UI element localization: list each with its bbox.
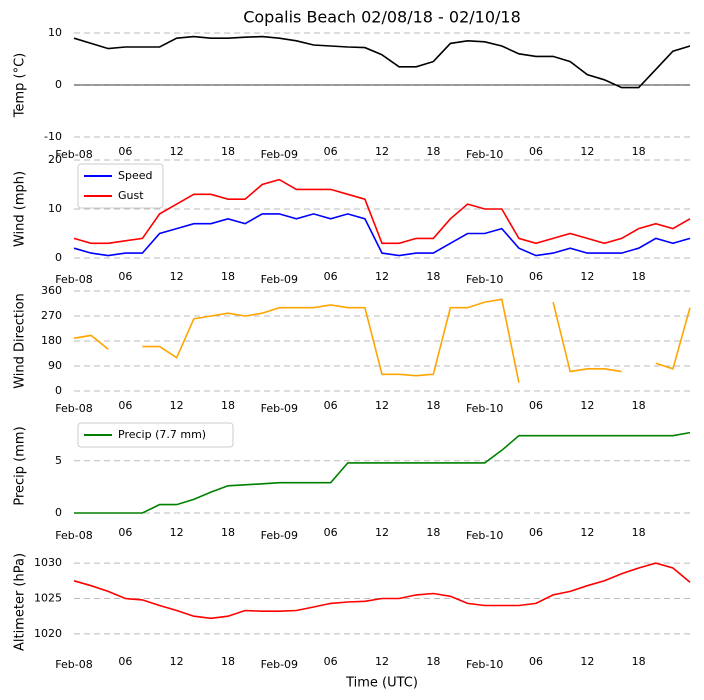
x-tick-label: Feb-10 bbox=[466, 148, 503, 161]
x-tick-label: 18 bbox=[221, 270, 235, 283]
legend-box bbox=[77, 422, 234, 448]
x-tick-label: 06 bbox=[529, 526, 543, 539]
x-tick-label: Feb-09 bbox=[261, 529, 298, 542]
x-tick-label: 18 bbox=[221, 655, 235, 668]
x-tick-label: 18 bbox=[632, 270, 646, 283]
y-tick-label: 270 bbox=[41, 309, 62, 322]
y-tick-label: 0 bbox=[55, 384, 62, 397]
x-tick-label: 06 bbox=[118, 399, 132, 412]
y-tick-label: 10 bbox=[48, 26, 62, 39]
data-line bbox=[73, 178, 691, 245]
x-tick-label: Feb-10 bbox=[466, 273, 503, 286]
x-tick-label: 06 bbox=[118, 145, 132, 158]
x-tick-label: Feb-10 bbox=[466, 402, 503, 415]
x-tick-label: 18 bbox=[632, 145, 646, 158]
x-tick-label: 06 bbox=[324, 399, 338, 412]
legend: Precip (7.7 mm) bbox=[77, 422, 234, 448]
x-tick-label: Feb-10 bbox=[466, 529, 503, 542]
x-tick-label: Feb-08 bbox=[55, 273, 92, 286]
x-tick-label: Feb-10 bbox=[466, 658, 503, 671]
data-line bbox=[73, 213, 691, 257]
y-tick-label: 0 bbox=[55, 251, 62, 264]
x-tick-label: 12 bbox=[170, 526, 184, 539]
data-line bbox=[74, 431, 691, 514]
x-tick-label: 06 bbox=[529, 270, 543, 283]
x-tick-label: 12 bbox=[170, 270, 184, 283]
x-tick-label: Feb-09 bbox=[261, 273, 298, 286]
x-tick-label: Feb-08 bbox=[55, 148, 92, 161]
x-tick-label: 12 bbox=[170, 655, 184, 668]
y-axis-label: Altimeter (hPa) bbox=[13, 553, 28, 651]
x-tick-label: 06 bbox=[118, 526, 132, 539]
y-tick-label: 0 bbox=[55, 78, 62, 91]
x-tick-label: 06 bbox=[118, 655, 132, 668]
legend-label: Precip (7.7 mm) bbox=[118, 428, 206, 441]
x-tick-label: 18 bbox=[426, 526, 440, 539]
x-tick-label: 18 bbox=[221, 145, 235, 158]
y-tick-label: 1030 bbox=[34, 556, 62, 569]
y-tick-label: -10 bbox=[44, 130, 62, 143]
x-tick-label: 12 bbox=[580, 270, 594, 283]
y-tick-label: 90 bbox=[48, 359, 62, 372]
y-axis-label: Temp (°C) bbox=[13, 53, 28, 119]
y-tick-label: 1020 bbox=[34, 627, 62, 640]
x-tick-label: 18 bbox=[632, 399, 646, 412]
x-tick-label: 12 bbox=[580, 655, 594, 668]
x-tick-label: Feb-08 bbox=[55, 529, 92, 542]
data-line bbox=[73, 35, 691, 89]
x-tick-label: Feb-09 bbox=[261, 658, 298, 671]
chart-title: Copalis Beach 02/08/18 - 02/10/18 bbox=[243, 8, 521, 27]
x-tick-label: 06 bbox=[324, 526, 338, 539]
y-tick-label: 20 bbox=[48, 153, 62, 166]
x-tick-label: 06 bbox=[118, 270, 132, 283]
y-tick-label: 0 bbox=[55, 506, 62, 519]
x-tick-label: 06 bbox=[324, 145, 338, 158]
y-axis-label: Precip (mm) bbox=[13, 426, 28, 505]
x-tick-label: 12 bbox=[375, 526, 389, 539]
x-tick-label: 12 bbox=[375, 270, 389, 283]
y-tick-label: 5 bbox=[55, 454, 62, 467]
x-tick-label: 06 bbox=[324, 655, 338, 668]
x-tick-label: 12 bbox=[580, 399, 594, 412]
x-tick-label: 06 bbox=[529, 399, 543, 412]
x-tick-label: 18 bbox=[426, 655, 440, 668]
y-tick-label: 180 bbox=[41, 334, 62, 347]
x-tick-label: 12 bbox=[580, 526, 594, 539]
y-tick-label: 1025 bbox=[34, 591, 62, 604]
x-tick-label: 12 bbox=[580, 145, 594, 158]
data-line bbox=[73, 298, 691, 383]
legend: Speed Gust bbox=[77, 163, 164, 209]
x-tick-label: Feb-09 bbox=[261, 148, 298, 161]
legend-label: Speed bbox=[118, 169, 152, 182]
x-tick-label: Feb-08 bbox=[55, 658, 92, 671]
x-tick-label: 18 bbox=[426, 399, 440, 412]
data-line bbox=[73, 562, 691, 620]
x-tick-label: 18 bbox=[632, 526, 646, 539]
x-tick-label: 06 bbox=[529, 655, 543, 668]
x-tick-label: 18 bbox=[632, 655, 646, 668]
x-axis-label: Time (UTC) bbox=[345, 676, 418, 691]
y-tick-label: 360 bbox=[41, 284, 62, 297]
x-tick-label: 12 bbox=[170, 399, 184, 412]
legend-label: Gust bbox=[118, 189, 144, 202]
x-tick-label: Feb-09 bbox=[261, 402, 298, 415]
x-tick-label: 18 bbox=[221, 526, 235, 539]
x-tick-label: 06 bbox=[529, 145, 543, 158]
y-tick-label: 10 bbox=[48, 202, 62, 215]
x-tick-label: 12 bbox=[375, 399, 389, 412]
y-axis-label: Wind (mph) bbox=[13, 171, 28, 247]
x-tick-label: 18 bbox=[426, 270, 440, 283]
x-tick-label: 18 bbox=[426, 145, 440, 158]
x-tick-label: 18 bbox=[221, 399, 235, 412]
y-axis-label: Wind Direction bbox=[13, 293, 28, 389]
x-tick-label: Feb-08 bbox=[55, 402, 92, 415]
x-tick-label: 06 bbox=[324, 270, 338, 283]
x-tick-label: 12 bbox=[375, 655, 389, 668]
x-tick-label: 12 bbox=[170, 145, 184, 158]
x-tick-label: 12 bbox=[375, 145, 389, 158]
